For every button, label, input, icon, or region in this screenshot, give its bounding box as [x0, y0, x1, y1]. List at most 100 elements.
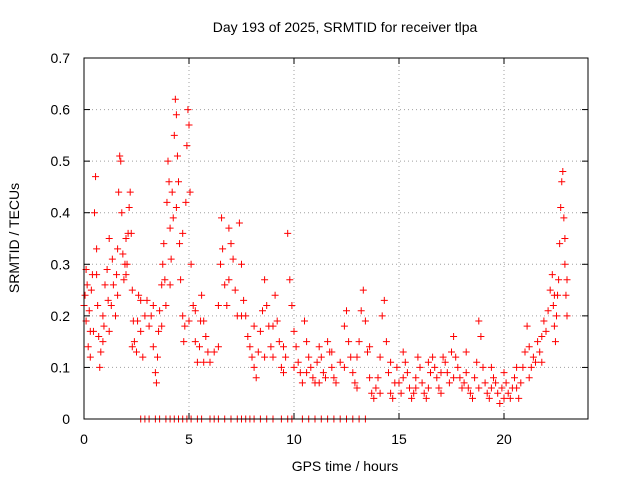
data-point — [343, 307, 350, 315]
data-point — [225, 276, 233, 284]
data-point — [127, 229, 135, 237]
data-point — [395, 379, 403, 387]
data-point — [368, 389, 376, 397]
data-point — [166, 281, 174, 289]
data-point — [254, 348, 262, 356]
data-point — [159, 260, 167, 268]
data-point — [94, 302, 102, 310]
data-point — [406, 384, 413, 392]
data-point — [179, 312, 187, 320]
data-point — [248, 353, 256, 361]
data-point — [202, 332, 210, 340]
data-point — [477, 332, 485, 340]
data-point — [168, 188, 176, 196]
data-point — [123, 260, 131, 268]
data-point — [294, 358, 302, 366]
data-point — [87, 286, 95, 294]
data-point — [420, 389, 428, 397]
data-point — [492, 379, 500, 387]
data-point — [99, 312, 107, 320]
data-point — [164, 157, 172, 165]
data-point — [139, 353, 147, 361]
data-point — [269, 353, 277, 361]
data-point — [189, 302, 197, 310]
data-point — [450, 374, 458, 382]
data-point — [280, 343, 287, 351]
data-point — [485, 394, 493, 402]
data-point — [475, 384, 483, 392]
data-point — [370, 394, 378, 402]
data-point — [559, 167, 567, 175]
data-point — [513, 384, 521, 392]
data-point — [240, 296, 248, 304]
data-point — [93, 271, 101, 279]
data-point — [105, 235, 113, 242]
data-point — [399, 348, 407, 356]
data-point — [328, 363, 336, 371]
data-point — [116, 152, 124, 160]
data-point — [103, 265, 111, 273]
data-point — [206, 358, 214, 366]
data-point — [538, 358, 546, 366]
data-point — [179, 229, 187, 237]
data-point — [152, 379, 160, 387]
data-point — [172, 111, 180, 119]
data-point — [296, 369, 304, 377]
data-point — [534, 338, 542, 346]
data-point — [380, 296, 388, 304]
data-point — [525, 374, 533, 382]
data-point — [162, 302, 170, 310]
data-point — [517, 379, 525, 387]
data-point — [298, 379, 306, 387]
data-point — [86, 327, 94, 335]
data-point — [286, 276, 294, 284]
data-point — [313, 358, 321, 366]
data-point — [513, 363, 521, 371]
data-point — [120, 276, 128, 284]
data-point — [115, 188, 123, 196]
data-point — [187, 260, 195, 268]
data-point — [96, 363, 104, 371]
data-point — [126, 188, 134, 196]
data-point — [366, 374, 374, 382]
data-point — [408, 394, 416, 402]
data-point — [382, 338, 390, 346]
data-point — [125, 204, 133, 212]
data-point — [191, 307, 199, 315]
data-point — [422, 394, 430, 402]
x-axis-label: GPS time / hours — [292, 458, 399, 474]
x-tick-label: 0 — [80, 431, 88, 447]
data-point — [431, 363, 439, 371]
data-point — [225, 224, 233, 232]
data-point — [410, 389, 418, 397]
data-point — [200, 358, 208, 366]
data-point — [97, 348, 105, 356]
data-point — [490, 374, 497, 382]
data-point — [114, 291, 122, 299]
data-point — [560, 214, 568, 222]
data-point — [119, 250, 127, 258]
data-point — [414, 353, 422, 361]
x-tick-label: 10 — [286, 431, 302, 447]
data-point — [324, 338, 332, 346]
data-point — [336, 358, 344, 366]
data-point — [282, 353, 290, 361]
y-axis-ticks: 0 0.1 0.2 0.3 0.4 0.5 0.6 0.7 — [51, 50, 588, 427]
data-point — [452, 353, 460, 361]
data-point — [137, 296, 145, 304]
data-point — [238, 260, 245, 268]
data-point — [435, 384, 443, 392]
data-point — [128, 286, 136, 294]
data-point — [347, 353, 355, 361]
data-point — [483, 389, 491, 397]
data-point — [387, 389, 395, 397]
data-point — [155, 327, 163, 335]
data-point — [353, 353, 361, 361]
data-point — [160, 240, 168, 248]
data-point — [424, 384, 432, 392]
data-point — [128, 343, 136, 351]
data-point — [322, 374, 329, 382]
data-point — [84, 343, 92, 351]
x-tick-label: 5 — [185, 431, 193, 447]
